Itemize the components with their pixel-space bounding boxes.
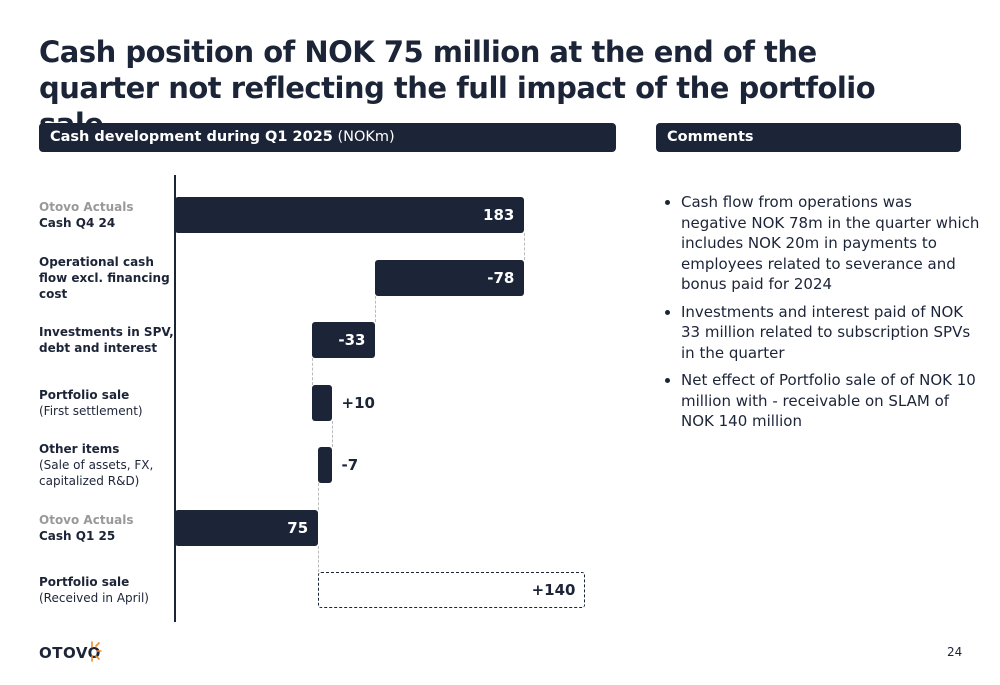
category-label: Investments in SPV, debt and interest — [39, 324, 174, 356]
category-prefix: Otovo Actuals — [39, 200, 134, 214]
value-label: -7 — [341, 456, 359, 474]
heading-unit: (NOKm) — [337, 129, 395, 145]
category-label: Otovo Actuals Cash Q4 24 — [39, 199, 174, 231]
category-label: Portfolio sale (Received in April) — [39, 574, 174, 606]
bar — [375, 259, 525, 296]
page-number: 24 — [947, 645, 963, 659]
category-note: (Sale of assets, FX, capitalized R&D) — [39, 458, 154, 488]
category-name: Investments in SPV, debt and interest — [39, 325, 174, 355]
axis-line — [174, 175, 176, 622]
category-name: Cash Q4 24 — [39, 216, 116, 230]
bar — [312, 322, 376, 358]
connector — [375, 295, 377, 322]
category-name: Portfolio sale — [39, 575, 130, 589]
connector — [318, 483, 320, 510]
bar — [318, 447, 332, 483]
value-label: +140 — [531, 581, 576, 599]
connector — [331, 420, 333, 447]
value-label: -33 — [338, 331, 366, 349]
value-label: -78 — [487, 268, 515, 287]
category-label: Portfolio sale (First settlement) — [39, 387, 174, 419]
category-label: Other items (Sale of assets, FX, capitali… — [39, 441, 174, 489]
category-label: Otovo Actuals Cash Q1 25 — [39, 512, 174, 544]
connector — [312, 358, 314, 385]
category-name: Operational cash flow excl. financing co… — [39, 254, 170, 301]
category-name: Cash Q1 25 — [39, 528, 116, 543]
slide-title: Cash position of NOK 75 million at the e… — [39, 35, 876, 141]
connector — [524, 233, 526, 260]
chart-heading: Cash development during Q1 2025 (NOKm) — [39, 123, 616, 152]
bar — [312, 384, 332, 421]
bar — [318, 572, 586, 608]
value-label: +10 — [341, 393, 375, 412]
category-prefix: Otovo Actuals — [39, 512, 134, 527]
value-label: 75 — [287, 518, 309, 537]
heading-text: Cash development during Q1 2025 — [50, 129, 333, 145]
value-label: 183 — [483, 206, 515, 224]
connector — [318, 545, 320, 572]
comments-list: Cash flow from operations was negative N… — [665, 192, 981, 439]
bar — [175, 509, 319, 546]
category-name: Other items — [39, 442, 120, 456]
comment-bullet: Cash flow from operations was negative N… — [681, 192, 981, 295]
comments-heading: Comments — [656, 123, 961, 152]
category-note: (First settlement) — [39, 403, 143, 418]
comment-bullet: Investments and interest paid of NOK 33 … — [681, 302, 981, 364]
comment-bullet: Net effect of Portfolio sale of of NOK 1… — [681, 370, 981, 432]
category-name: Portfolio sale — [39, 387, 130, 402]
bar — [175, 197, 525, 233]
category-note: (Received in April) — [39, 591, 149, 605]
category-label: Operational cash flow excl. financing co… — [39, 254, 174, 302]
logo-mark — [91, 641, 102, 662]
logo: OTOVO — [39, 644, 101, 662]
